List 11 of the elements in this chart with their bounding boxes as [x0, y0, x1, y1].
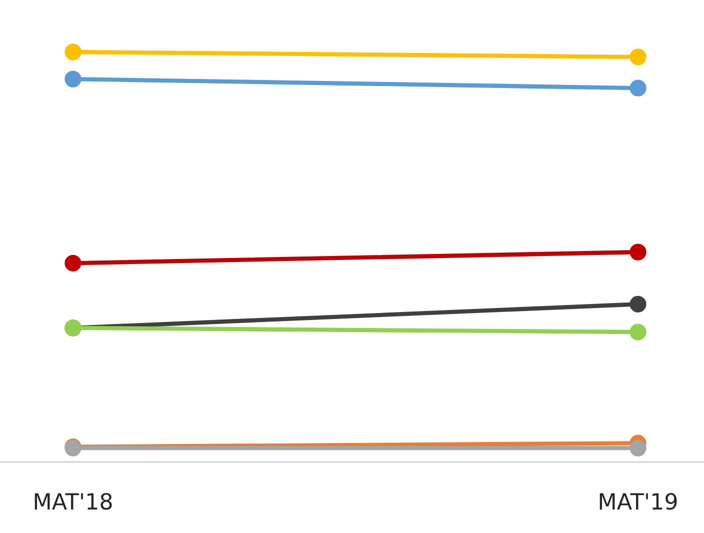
point — [64, 254, 82, 272]
point — [630, 48, 646, 66]
point — [630, 296, 646, 312]
point — [630, 324, 646, 340]
point — [630, 80, 646, 96]
x-tick-label: MAT'18 — [34, 492, 112, 510]
point — [630, 440, 646, 456]
point — [630, 244, 646, 260]
x-tick-label: MAT'19 — [600, 492, 677, 510]
point — [64, 70, 82, 88]
point — [64, 44, 82, 60]
